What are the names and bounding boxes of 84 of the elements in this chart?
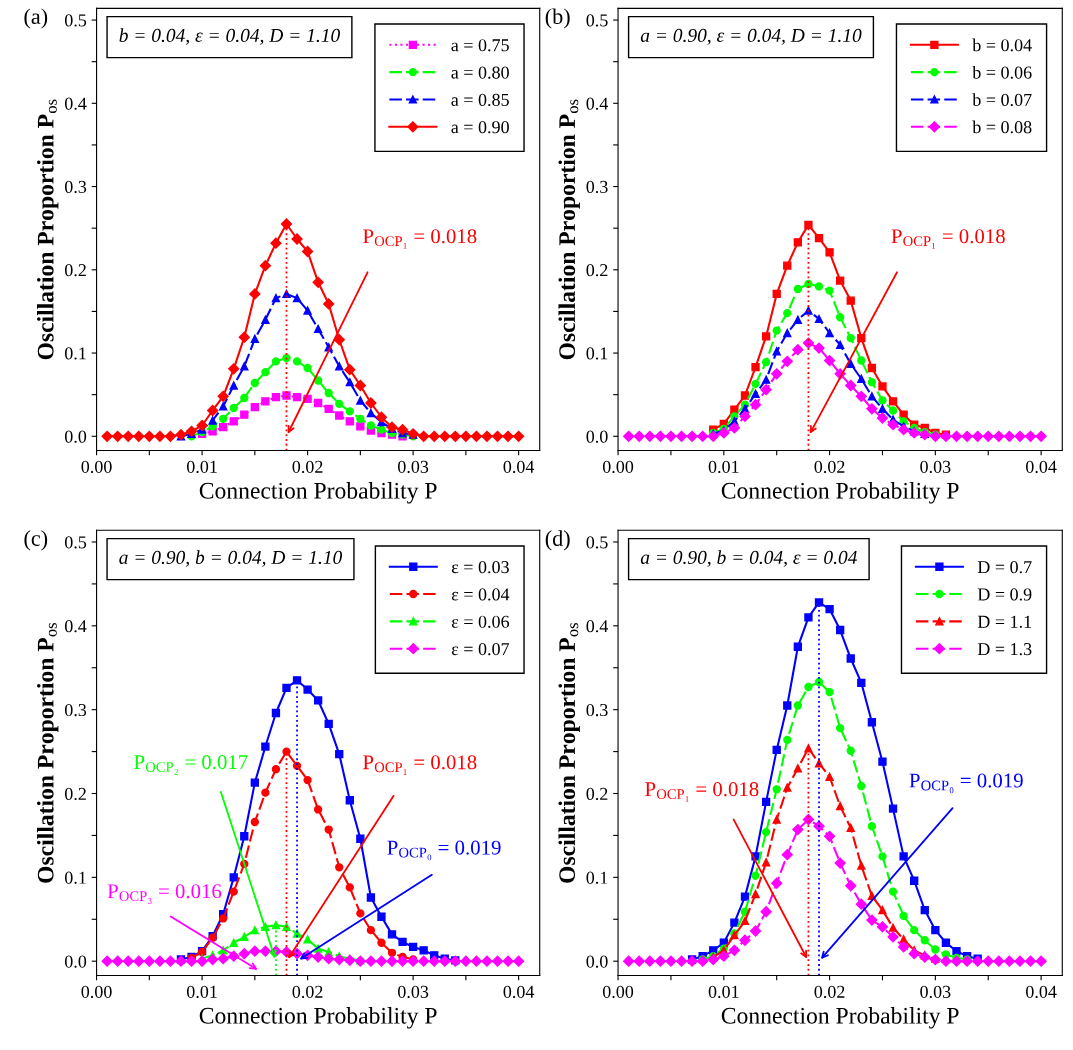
x-tick-label: 0.00 [602, 460, 634, 473]
annotation: a = 0.90, b = 0.04, ε = 0.04 [640, 550, 857, 567]
x-tick-label: 0.02 [814, 985, 845, 998]
legend-label: D = 1.1 [977, 615, 1032, 628]
y-tick-label: 0.2 [586, 787, 608, 801]
annotation: P$_{OCP₁}$ = 0.018 [363, 755, 477, 775]
annotation: a = 0.90, ε = 0.04, D = 1.10 [640, 28, 862, 45]
y-tick-label: 0.1 [64, 871, 86, 884]
x-tick-label: 0.01 [186, 985, 217, 998]
x-axis-title: Connection Probability P [721, 1007, 959, 1029]
annotation: P$_{OCP₀}$ = 0.019 [387, 840, 501, 861]
x-axis-title: Connection Probability P [721, 482, 959, 504]
y-tick-label: 0.0 [64, 430, 87, 443]
y-tick-label: 0.4 [586, 620, 609, 633]
annotation: b = 0.04, ε = 0.04, D = 1.10 [119, 28, 340, 45]
x-tick-label: 0.00 [81, 985, 112, 998]
x-tick-label: 0.02 [292, 985, 323, 998]
text: (b) [545, 8, 570, 29]
x-tick-label: 0.02 [814, 460, 845, 473]
x-tick-label: 0.01 [186, 460, 217, 473]
x-tick-label: 0.02 [292, 460, 323, 473]
x-tick-label: 0.04 [503, 985, 535, 998]
legend-label: a = 0.90 [451, 121, 509, 134]
y-axis-title: Oscillation Proportion P$_{os}$ [37, 623, 59, 883]
y-tick-label: 0.2 [64, 264, 86, 277]
legend-label: D = 1.3 [977, 643, 1032, 656]
y-tick-label: 0.0 [586, 955, 608, 968]
y-tick-label: 0.3 [64, 180, 87, 194]
annotation: a = 0.90, b = 0.04, D = 1.10 [119, 550, 343, 567]
legend-label: b = 0.04 [972, 38, 1032, 52]
annotation: P$_{OCP₂}$ = 0.017 [134, 755, 248, 775]
text: (d) [545, 530, 570, 551]
legend-label: D = 0.9 [977, 588, 1032, 601]
x-tick-label: 0.04 [1026, 985, 1057, 998]
annotation: P$_{OCP₀}$ = 0.019 [909, 773, 1023, 794]
x-tick-label: 0.01 [708, 985, 739, 998]
x-tick-label: 0.03 [920, 985, 951, 998]
legend-label: a = 0.75 [451, 39, 509, 52]
legend-label: b = 0.06 [972, 65, 1032, 79]
y-tick-label: 0.1 [64, 347, 86, 360]
x-tick-label: 0.04 [503, 460, 535, 473]
y-tick-label: 0.3 [586, 703, 608, 717]
x-tick-label: 0.03 [397, 985, 429, 998]
y-axis-title: Oscillation Proportion P$_{os}$ [558, 99, 580, 360]
text: (c) [24, 530, 48, 551]
y-tick-label: 0.0 [64, 955, 87, 968]
x-tick-label: 0.00 [81, 460, 112, 473]
y-axis-title: Oscillation Proportion P$_{os}$ [558, 623, 580, 883]
x-tick-label: 0.04 [1026, 460, 1057, 473]
y-tick-label: 0.2 [586, 264, 608, 277]
y-tick-label: 0.3 [586, 180, 608, 194]
text: (a) [24, 8, 48, 29]
y-tick-label: 0.1 [586, 871, 608, 884]
legend-label: D = 0.7 [977, 561, 1032, 574]
x-tick-label: 0.00 [602, 985, 634, 998]
y-tick-label: 0.5 [586, 536, 608, 549]
legend-label: a = 0.80 [451, 66, 509, 79]
y-tick-label: 0.5 [64, 14, 87, 27]
x-axis-title: Connection Probability P [199, 482, 437, 504]
annotation: P$_{OCP₁}$ = 0.018 [891, 229, 1005, 249]
annotation: P$_{OCP₁}$ = 0.018 [363, 229, 477, 249]
y-tick-label: 0.4 [64, 620, 87, 633]
legend-label: b = 0.07 [972, 93, 1032, 107]
y-tick-label: 0.4 [64, 97, 87, 110]
x-axis-title: Connection Probability P [199, 1007, 437, 1029]
x-tick-label: 0.03 [397, 460, 429, 473]
legend-label: ε = 0.06 [451, 615, 510, 628]
legend-label: ε = 0.07 [451, 642, 510, 656]
x-tick-label: 0.01 [708, 460, 739, 473]
y-tick-label: 0.2 [64, 787, 86, 801]
legend-label: b = 0.08 [972, 120, 1032, 134]
y-tick-label: 0.1 [586, 347, 608, 360]
legend-label: ε = 0.03 [451, 561, 509, 574]
x-tick-label: 0.03 [920, 460, 951, 473]
y-tick-label: 0.3 [64, 703, 87, 717]
y-axis-title: Oscillation Proportion P$_{os}$ [37, 99, 59, 360]
y-tick-label: 0.4 [586, 97, 609, 110]
annotation: P$_{OCP₁}$ = 0.018 [645, 782, 759, 802]
annotation: P$_{OCP₃}$ = 0.016 [107, 884, 222, 904]
legend-label: a = 0.85 [451, 93, 509, 107]
y-tick-label: 0.5 [64, 536, 87, 549]
legend-label: ε = 0.04 [451, 588, 510, 601]
y-tick-label: 0.0 [586, 430, 608, 443]
y-tick-label: 0.5 [586, 14, 608, 27]
